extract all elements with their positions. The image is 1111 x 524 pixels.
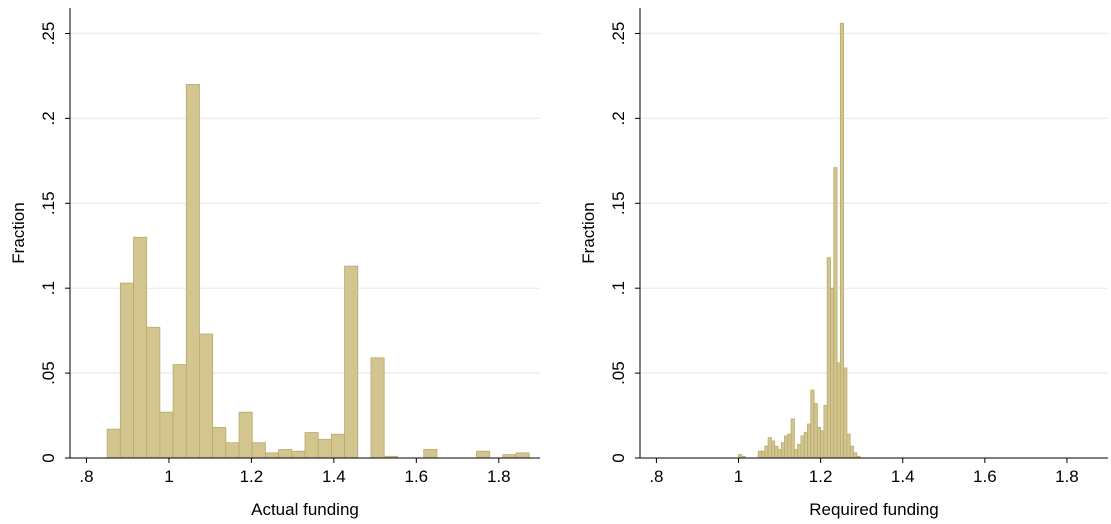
right-bar-17 [807, 423, 812, 459]
right-bar-30 [849, 445, 854, 459]
right-xtick-label-5: 1.8 [1055, 467, 1079, 486]
right-bar-0 [738, 454, 743, 459]
left-bar-5 [172, 364, 187, 459]
right-bar-24 [830, 287, 835, 459]
right-bar-23 [826, 257, 831, 459]
right-ytick-label-3: .15 [609, 191, 628, 215]
right-bar-16 [803, 432, 808, 459]
left-xtick-label-4: 1.6 [404, 467, 428, 486]
right-bar-28 [843, 367, 848, 459]
left-xtick-label-3: 1.4 [322, 467, 346, 486]
left-bar-22 [476, 450, 491, 459]
right-bar-19 [813, 403, 818, 459]
right-ytick-label-2: .1 [609, 281, 628, 295]
right-bar-6 [770, 440, 776, 459]
left-bar-3 [146, 326, 161, 459]
right-bar-2 [757, 450, 762, 459]
left-ytick-label-4: .2 [39, 111, 58, 125]
left-bar-16 [317, 438, 332, 459]
left-x-axis-title: Actual funding [251, 500, 359, 519]
left-bar-6 [185, 84, 200, 459]
right-xtick-label-2: 1.2 [809, 467, 833, 486]
left-ytick-label-3: .15 [39, 191, 58, 215]
left-bar-10 [238, 411, 253, 459]
right-bar-11 [787, 433, 792, 459]
left-bar-9 [225, 442, 240, 459]
left-bar-21 [423, 449, 438, 459]
right-bar-21 [820, 430, 825, 459]
right-bar-20 [816, 427, 822, 459]
left-bar-19 [370, 357, 385, 459]
right-xtick-label-4: 1.6 [973, 467, 997, 486]
right-bar-14 [797, 444, 802, 459]
left-bar-11 [251, 442, 266, 459]
left-bar-15 [304, 432, 319, 459]
right-bar-9 [780, 442, 785, 459]
left-bars [106, 84, 530, 459]
right-bar-8 [777, 449, 782, 459]
left-bar-7 [199, 333, 214, 459]
right-ytick-label-0: 0 [609, 453, 628, 462]
left-bar-1 [119, 282, 134, 459]
left-bar-13 [278, 449, 293, 459]
left-xtick-label-0: .8 [79, 467, 93, 486]
left-xtick-label-2: 1.2 [240, 467, 264, 486]
left-ytick-label-2: .1 [39, 281, 58, 295]
right-bar-29 [846, 433, 851, 459]
right-ytick-label-4: .2 [609, 111, 628, 125]
right-bar-22 [823, 404, 828, 459]
left-bar-8 [212, 427, 227, 459]
right-bar-3 [761, 450, 766, 459]
left-bar-18 [344, 265, 359, 459]
left-xtick-label-1: 1 [164, 467, 173, 486]
right-bar-15 [800, 435, 805, 459]
left-y-axis-title: Fraction [9, 202, 28, 263]
left-xtick-label-5: 1.8 [487, 467, 511, 486]
right-bars [738, 22, 861, 459]
right-x-axis-title: Required funding [809, 500, 938, 519]
right-bar-10 [784, 435, 789, 459]
left-histogram-panel: 0 .05 .1 .15 .2 .25 .8 1 1.2 1.4 1.6 1.8 Actual fund… [9, 8, 540, 519]
right-bar-5 [767, 437, 772, 459]
left-bar-12 [265, 452, 280, 459]
left-ytick-label-0: 0 [39, 453, 58, 462]
left-bar-14 [291, 450, 306, 459]
right-ytick-label-1: .05 [609, 361, 628, 385]
left-ytick-label-5: .25 [39, 22, 58, 46]
right-xtick-label-3: 1.4 [891, 467, 915, 486]
left-bar-0 [106, 428, 121, 459]
left-ytick-label-1: .05 [39, 361, 58, 385]
right-bar-27 [839, 22, 845, 459]
right-bar-4 [764, 445, 769, 459]
right-xtick-label-0: .8 [649, 467, 663, 486]
right-bar-31 [853, 452, 858, 459]
right-xtick-label-1: 1 [734, 467, 743, 486]
right-bar-12 [790, 418, 795, 459]
right-bar-26 [836, 362, 841, 459]
left-bar-23 [502, 454, 517, 459]
right-bar-25 [833, 167, 838, 459]
right-ytick-label-5: .25 [609, 22, 628, 46]
left-bar-2 [133, 236, 148, 459]
left-bar-17 [330, 433, 345, 459]
right-bar-18 [810, 389, 815, 459]
right-bar-13 [793, 449, 799, 459]
left-bar-24 [515, 452, 530, 459]
right-histogram-panel: 0 .05 .1 .15 .2 .25 .8 1 1.2 1.4 1.6 1.8 Required fu… [579, 8, 1108, 519]
left-bar-4 [159, 411, 174, 459]
right-y-axis-title: Fraction [579, 202, 598, 263]
right-bar-7 [774, 445, 779, 459]
